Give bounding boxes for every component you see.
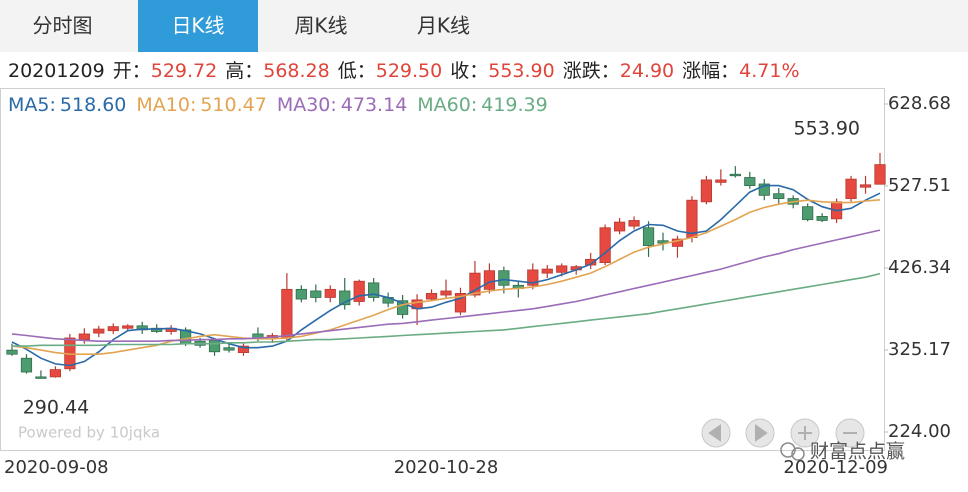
wechat-icon — [780, 442, 796, 458]
quote-label: 低： — [338, 60, 376, 82]
candle-body — [744, 177, 756, 187]
max-annotation: 553.90 — [794, 117, 860, 139]
candle-body — [541, 268, 553, 274]
candle-body — [469, 272, 481, 296]
candle-body — [93, 328, 105, 334]
watermark: Powered by 10jqka — [18, 424, 160, 442]
candle-body — [599, 227, 611, 264]
candle-body — [527, 269, 539, 286]
candle-body — [223, 347, 235, 351]
candle-body — [35, 376, 47, 379]
candle-body — [281, 288, 293, 339]
y-tick-label: 628.68 — [888, 93, 951, 114]
legend-value: 473.14 — [341, 94, 407, 116]
zoom-buttons[interactable] — [701, 418, 865, 448]
candle-body — [700, 179, 713, 203]
candle-body — [628, 220, 640, 227]
tab[interactable]: 日K线 — [171, 14, 224, 38]
legend-name: MA60: — [417, 94, 477, 116]
min-annotation: 290.44 — [23, 397, 89, 419]
x-tick-label: 2020-09-08 — [4, 457, 109, 478]
quote-value: 24.90 — [620, 60, 674, 82]
tab[interactable]: 月K线 — [417, 14, 470, 38]
candle-body — [498, 270, 510, 286]
quote-value: 568.28 — [263, 60, 329, 82]
y-tick-label: 527.51 — [888, 175, 951, 196]
ma-legend: MA5: 518.60 MA10: 510.47 MA30: 473.14 MA60: 419… — [8, 94, 548, 116]
candle-body — [845, 178, 857, 199]
tab[interactable]: 分时图 — [33, 14, 93, 38]
quote-value: 529.72 — [151, 60, 217, 82]
quote-date: 20201209 — [8, 60, 105, 82]
quote-value: 4.71% — [739, 60, 799, 82]
candle-body — [122, 325, 134, 329]
legend-name: MA5: — [8, 94, 56, 116]
candle-body — [657, 240, 669, 244]
candle-body — [642, 227, 655, 246]
quote-label: 高： — [225, 60, 263, 82]
candle-body — [20, 357, 33, 373]
candle-body — [802, 206, 814, 221]
legend-value: 419.39 — [481, 94, 547, 116]
candle-body — [454, 293, 467, 313]
zoom-icons — [708, 424, 857, 442]
candle-body — [859, 184, 872, 188]
candle-body — [295, 288, 307, 300]
candle-body — [324, 288, 336, 298]
candle-body — [310, 290, 322, 298]
quote-row: 20201209 开：529.72 高：568.28 低：529.50 收：553.90… — [8, 60, 800, 82]
y-tick-label: 325.17 — [888, 339, 951, 360]
x-tick-label: 2020-12-09 — [783, 457, 888, 478]
candle-body — [686, 199, 698, 238]
ma-line — [11, 229, 881, 342]
candle-body — [671, 238, 684, 247]
quote-label: 开： — [113, 60, 151, 82]
legend-name: MA30: — [277, 94, 337, 116]
candle-body — [729, 173, 741, 177]
account-watermark: 财富点点赢 — [810, 441, 905, 463]
legend-value: 518.60 — [60, 94, 126, 116]
candle-body — [49, 369, 62, 378]
candle-body — [6, 349, 18, 355]
tab[interactable]: 周K线 — [294, 14, 347, 38]
legend-value: 510.47 — [200, 94, 266, 116]
legend-name: MA10: — [136, 94, 196, 116]
quote-label: 涨幅： — [682, 60, 739, 82]
candle-body — [483, 270, 496, 290]
candle-body — [758, 183, 770, 196]
quote-value: 553.90 — [488, 60, 554, 82]
candle-body — [425, 293, 438, 300]
candle-body — [107, 326, 119, 332]
x-tick-label: 2020-10-28 — [394, 457, 499, 478]
candle-body — [396, 300, 409, 315]
candle-body — [353, 280, 365, 302]
candle-body — [556, 265, 568, 273]
candle-body — [613, 221, 626, 232]
quote-label: 收： — [450, 60, 488, 82]
quote-label: 涨跌： — [563, 60, 620, 82]
ma-line — [11, 184, 881, 367]
wechat-icon — [791, 447, 805, 461]
quote-value: 529.50 — [376, 60, 442, 82]
ma-line — [12, 272, 881, 347]
candle-body — [874, 164, 886, 185]
candle-body — [78, 333, 90, 341]
tab-active-bg — [138, 0, 258, 52]
candle-body — [440, 290, 452, 296]
y-tick-label: 426.34 — [888, 257, 951, 278]
candle-body — [773, 193, 785, 199]
candle-body — [816, 216, 828, 221]
candle-body — [339, 290, 351, 306]
candle-body — [368, 282, 380, 298]
candle-body — [715, 179, 727, 183]
plot-frame — [0, 88, 885, 451]
candle-body — [237, 345, 250, 353]
candle-body — [208, 340, 221, 353]
y-tick-label: 224.00 — [888, 421, 951, 442]
